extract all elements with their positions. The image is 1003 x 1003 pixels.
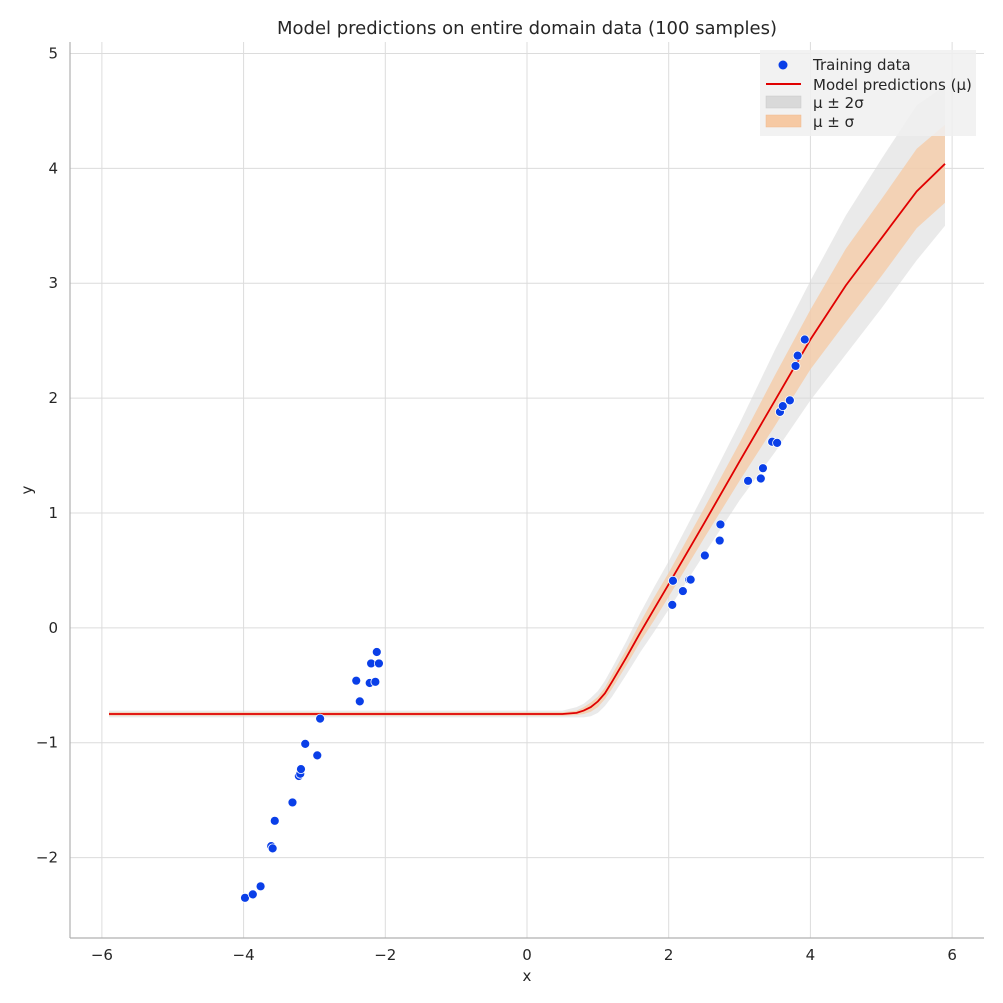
training-point [269, 815, 280, 826]
training-point [247, 889, 258, 900]
training-point [792, 350, 803, 361]
training-point [312, 750, 323, 761]
training-point [715, 519, 726, 530]
x-tick-label: 4 [806, 946, 816, 964]
legend-label-training: Training data [812, 56, 911, 74]
y-tick-label: 4 [48, 159, 58, 177]
training-point [667, 599, 678, 610]
chart-title: Model predictions on entire domain data … [277, 18, 777, 39]
training-point [777, 401, 788, 412]
legend-label-2sigma: μ ± 2σ [813, 94, 864, 112]
training-point [743, 475, 753, 486]
legend-marker-training [778, 60, 788, 70]
x-tick-label: 6 [947, 946, 957, 964]
y-axis-title: y [18, 485, 36, 494]
training-point [300, 738, 311, 749]
x-tick-label: −2 [374, 946, 396, 964]
legend-marker-2sigma [765, 95, 802, 109]
training-point [758, 463, 768, 474]
training-point [799, 334, 810, 345]
points [240, 334, 810, 903]
training-point [370, 676, 381, 687]
training-point [267, 843, 278, 854]
training-point [374, 658, 384, 669]
training-point [677, 586, 688, 596]
legend: Training data Model predictions (μ) μ ± … [760, 50, 976, 136]
legend-marker-1sigma [765, 114, 802, 128]
model-prediction-line [109, 163, 946, 715]
band-one-sigma [109, 124, 945, 716]
training-point [784, 395, 795, 406]
ticks: −6 −4 −2 0 2 4 6 −2 −1 0 1 2 3 4 5 [36, 44, 957, 964]
lines [109, 163, 946, 715]
training-point [255, 881, 266, 892]
y-tick-label: −2 [36, 849, 58, 867]
training-point [714, 535, 725, 546]
y-tick-label: 0 [48, 619, 58, 637]
bands [109, 85, 945, 718]
y-tick-label: 2 [48, 389, 58, 407]
x-tick-label: 2 [664, 946, 674, 964]
x-tick-label: 0 [522, 946, 532, 964]
training-point [699, 550, 710, 561]
y-tick-label: 5 [48, 44, 58, 62]
y-tick-label: 1 [48, 504, 58, 522]
legend-label-model: Model predictions (μ) [813, 76, 972, 94]
x-axis-title: x [523, 967, 532, 985]
training-point [755, 473, 766, 484]
x-tick-label: −6 [91, 946, 113, 964]
training-point [668, 575, 678, 586]
legend-label-1sigma: μ ± σ [813, 113, 855, 131]
training-point [351, 675, 362, 686]
training-point [287, 797, 298, 808]
training-point [371, 647, 382, 657]
x-tick-label: −4 [233, 946, 255, 964]
y-tick-label: −1 [36, 734, 58, 752]
axes [69, 42, 984, 939]
training-point [354, 696, 365, 707]
training-point [685, 574, 696, 585]
training-point [772, 438, 783, 448]
training-point [790, 361, 801, 371]
y-tick-label: 3 [48, 274, 58, 292]
training-point [296, 764, 306, 775]
training-point [315, 713, 326, 724]
